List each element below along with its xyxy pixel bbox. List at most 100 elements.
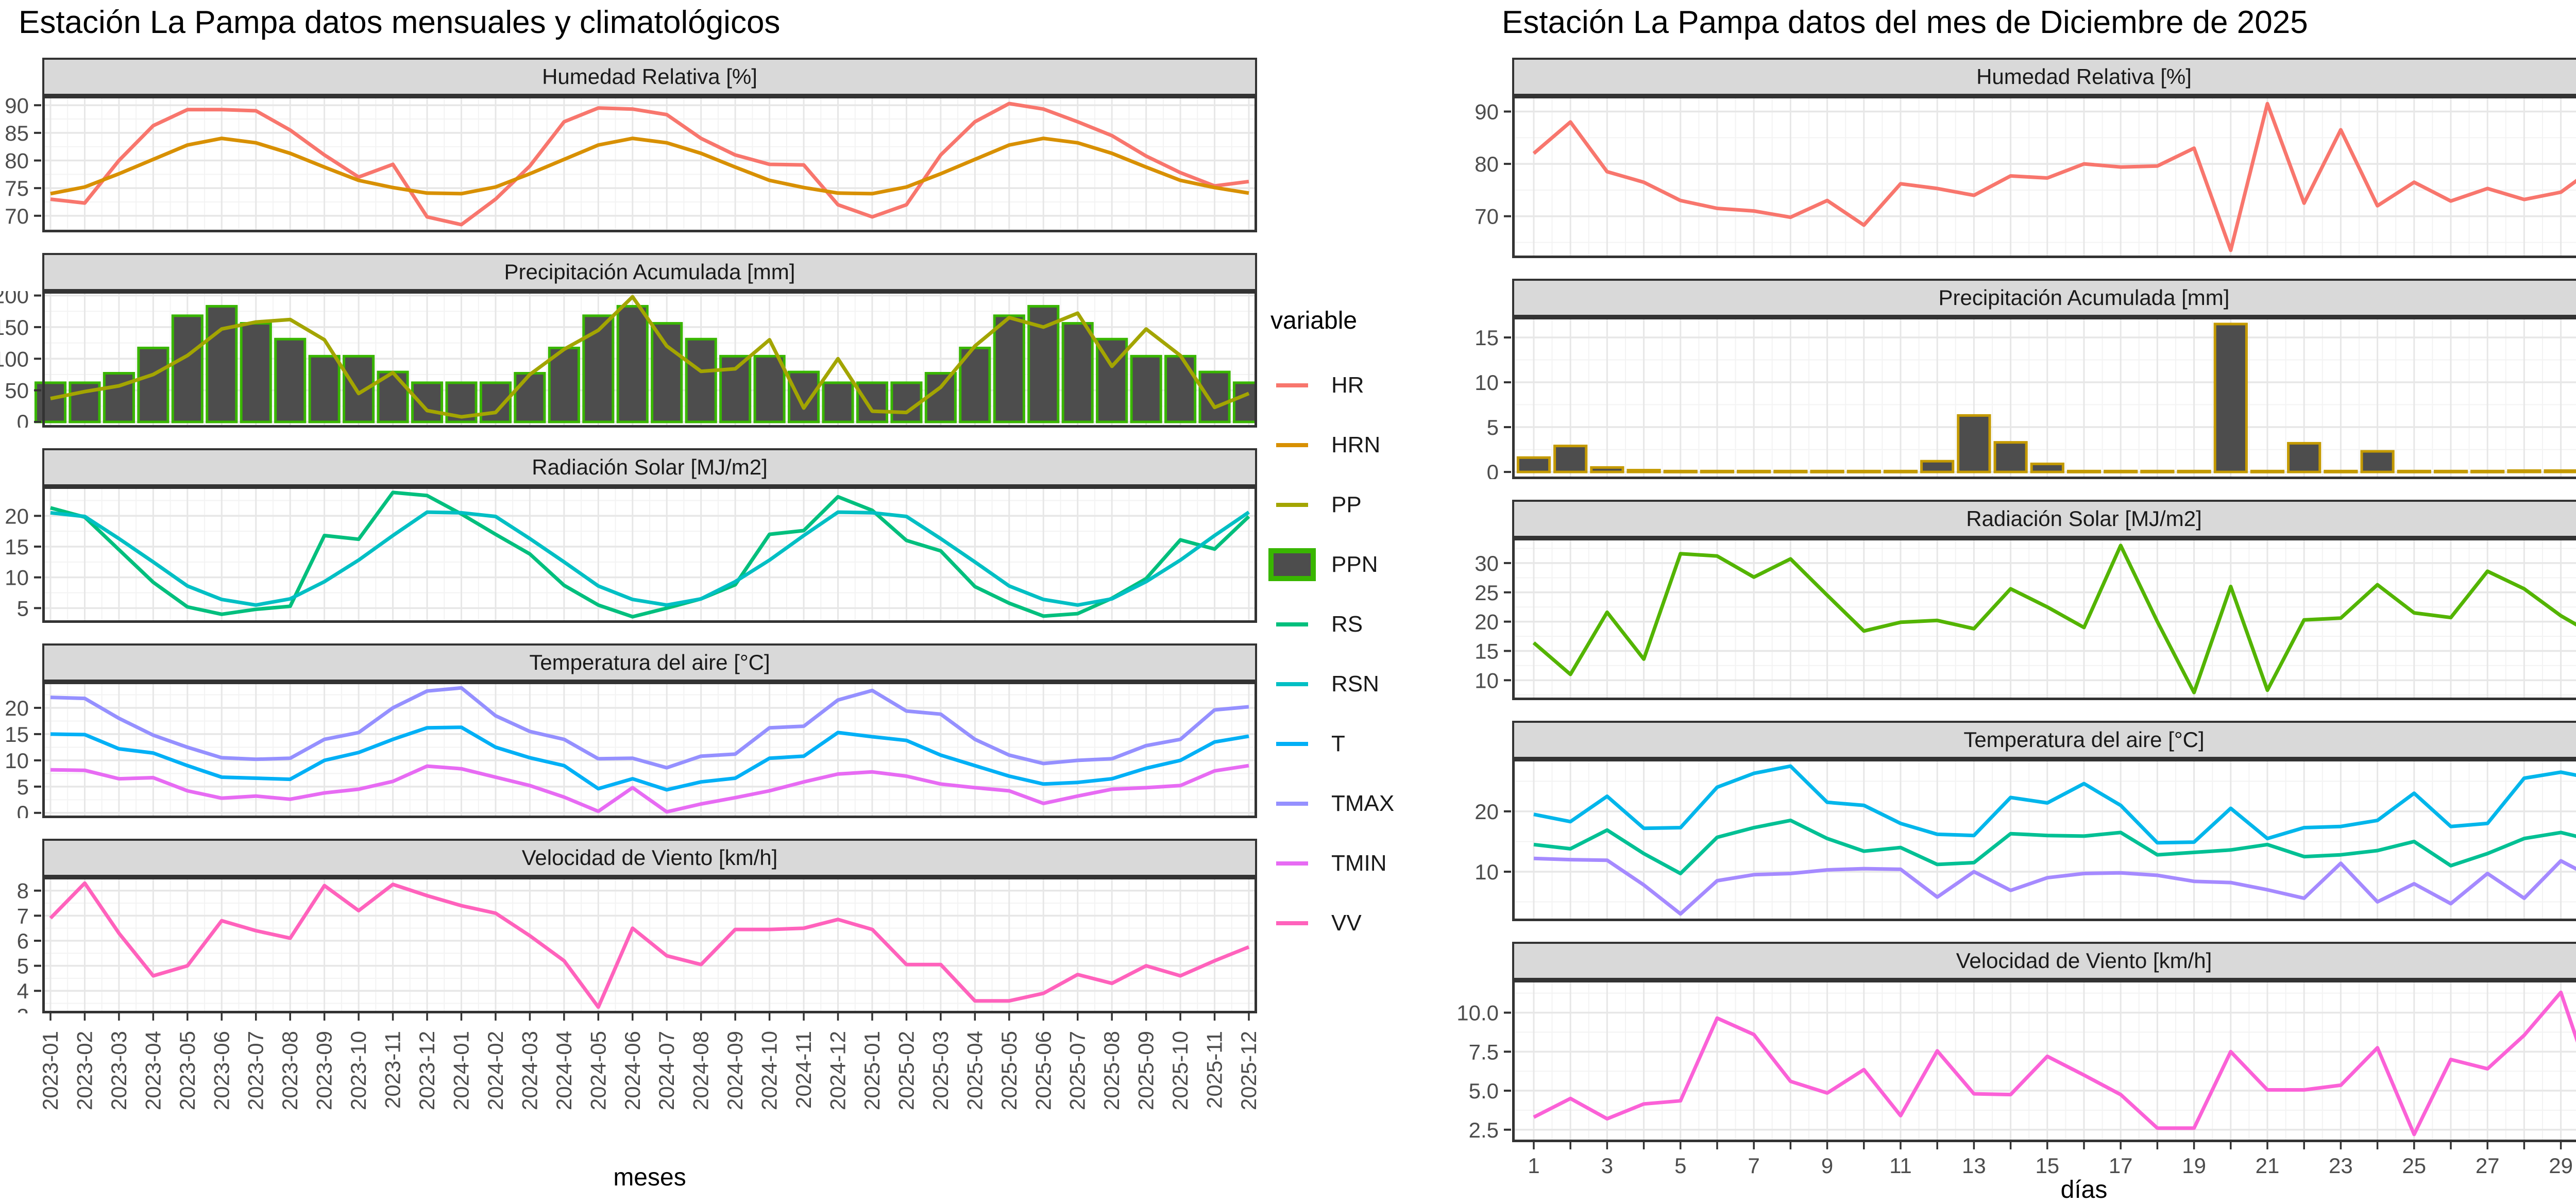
svg-text:10.0: 10.0	[1456, 1001, 1499, 1025]
svg-text:0: 0	[1487, 460, 1499, 479]
facet-strip: Humedad Relativa [%]	[42, 58, 1257, 96]
svg-text:100: 100	[0, 347, 29, 371]
svg-text:2024-08: 2024-08	[689, 1031, 713, 1110]
legend-item-TMIN: TMIN	[1268, 834, 1397, 893]
facet-strip: Temperatura del aire [°C]	[1512, 721, 2576, 759]
svg-text:25: 25	[1475, 581, 1499, 605]
svg-text:2024-07: 2024-07	[654, 1031, 679, 1110]
svg-text:90: 90	[1475, 99, 1499, 124]
legend-line-swatch-HR	[1276, 383, 1308, 387]
svg-text:5: 5	[17, 954, 29, 978]
facet-strip: Velocidad de Viento [km/h]	[1512, 942, 2576, 980]
legend-line-swatch-T	[1276, 742, 1308, 746]
facet-strip: Velocidad de Viento [km/h]	[42, 839, 1257, 877]
left-x-axis-title: meses	[42, 1163, 1257, 1192]
svg-text:15: 15	[2035, 1154, 2059, 1178]
svg-text:2025-09: 2025-09	[1134, 1031, 1158, 1110]
legend-swatch-VV	[1268, 921, 1316, 925]
legend-label-T: T	[1331, 731, 1345, 757]
facet-strip-label: Precipitación Acumulada [mm]	[504, 260, 795, 284]
legend-item-HR: HR	[1268, 355, 1397, 415]
facet-strip-label: Precipitación Acumulada [mm]	[1939, 285, 2230, 310]
facet-strip: Radiación Solar [MJ/m2]	[1512, 500, 2576, 538]
legend-label-RS: RS	[1331, 612, 1363, 637]
svg-text:5: 5	[1674, 1154, 1686, 1178]
right-chart-title: Estación La Pampa datos del mes de Dicie…	[1502, 4, 2308, 41]
right-facet-humedad: Humedad Relativa [%] 70 80 90	[1456, 58, 2576, 258]
svg-text:13: 13	[1962, 1154, 1986, 1178]
svg-text:80: 80	[1475, 152, 1499, 176]
right-facet-temperatura: Temperatura del aire [°C] 10 20	[1456, 721, 2576, 921]
facet-strip-label: Humedad Relativa [%]	[542, 64, 757, 89]
svg-text:2024-02: 2024-02	[483, 1031, 507, 1110]
svg-text:2023-03: 2023-03	[107, 1031, 131, 1110]
legend-line-swatch-HRN	[1276, 443, 1308, 447]
svg-text:11: 11	[1889, 1154, 1912, 1178]
facet-strip: Precipitación Acumulada [mm]	[1512, 279, 2576, 317]
right-x-axis: 135791113151719212325272931	[1456, 1142, 2576, 1180]
svg-text:3: 3	[17, 1004, 29, 1013]
facet-strip-label: Velocidad de Viento [km/h]	[1956, 948, 2212, 973]
legend-label-PPN: PPN	[1331, 552, 1378, 578]
legend-line-swatch-TMAX	[1276, 802, 1308, 806]
svg-text:10: 10	[5, 749, 29, 773]
svg-text:15: 15	[5, 535, 29, 559]
svg-text:2024-10: 2024-10	[757, 1031, 782, 1110]
svg-text:4: 4	[17, 979, 29, 1003]
legend-label-RSN: RSN	[1331, 671, 1379, 697]
facet-strip: Humedad Relativa [%]	[1512, 58, 2576, 96]
svg-text:70: 70	[5, 204, 29, 228]
svg-text:2.5: 2.5	[1469, 1118, 1499, 1142]
svg-text:7: 7	[17, 904, 29, 928]
svg-text:29: 29	[2549, 1154, 2573, 1178]
svg-text:5: 5	[1487, 415, 1499, 439]
svg-text:19: 19	[2182, 1154, 2206, 1178]
legend-swatch-TMIN	[1268, 861, 1316, 866]
facet-strip: Temperatura del aire [°C]	[42, 643, 1257, 682]
left-chart-title: Estación La Pampa datos mensuales y clim…	[19, 4, 780, 41]
right-x-axis-title: días	[1512, 1176, 2576, 1204]
legend-item-TMAX: TMAX	[1268, 774, 1397, 834]
svg-text:2025-03: 2025-03	[928, 1031, 953, 1110]
legend-swatch-HR	[1268, 383, 1316, 387]
legend-line-swatch-PP	[1276, 503, 1308, 507]
svg-text:10: 10	[1475, 370, 1499, 395]
svg-text:21: 21	[2256, 1154, 2280, 1178]
svg-text:9: 9	[1821, 1154, 1833, 1178]
svg-text:2024-03: 2024-03	[517, 1031, 541, 1110]
right-plot-precipitacion: 0 5 10 15	[1456, 317, 2576, 479]
svg-text:2023-11: 2023-11	[381, 1031, 405, 1109]
left-plot-precipitacion: 050100150200	[0, 291, 1257, 428]
svg-text:2024-04: 2024-04	[552, 1031, 576, 1110]
svg-text:80: 80	[5, 149, 29, 173]
legend-item-RS: RS	[1268, 595, 1397, 654]
svg-text:20: 20	[1475, 800, 1499, 824]
legend-label-PP: PP	[1331, 492, 1362, 518]
right-plot-humedad: 70 80 90	[1456, 96, 2576, 258]
legend-line-swatch-RS	[1276, 622, 1308, 626]
legend-swatch-RSN	[1268, 682, 1316, 686]
svg-text:15: 15	[1475, 326, 1499, 350]
svg-text:20: 20	[5, 504, 29, 528]
svg-text:2023-12: 2023-12	[415, 1031, 439, 1110]
svg-text:1: 1	[1528, 1154, 1539, 1178]
svg-text:2023-04: 2023-04	[141, 1031, 165, 1110]
svg-text:2023-10: 2023-10	[346, 1031, 370, 1110]
legend-swatch-HRN	[1268, 443, 1316, 447]
legend-bar-swatch-PPN	[1268, 548, 1316, 581]
svg-text:2023-07: 2023-07	[244, 1031, 268, 1110]
left-legend-title: variable	[1270, 307, 1397, 335]
svg-text:2024-09: 2024-09	[723, 1031, 747, 1110]
svg-text:10: 10	[1475, 860, 1499, 884]
svg-text:0: 0	[17, 410, 29, 428]
svg-text:2023-08: 2023-08	[278, 1031, 302, 1110]
left-plot-viento: 345678	[0, 877, 1257, 1013]
svg-text:70: 70	[1475, 205, 1499, 229]
svg-text:2025-05: 2025-05	[997, 1031, 1021, 1110]
legend-item-VV: VV	[1268, 893, 1397, 953]
